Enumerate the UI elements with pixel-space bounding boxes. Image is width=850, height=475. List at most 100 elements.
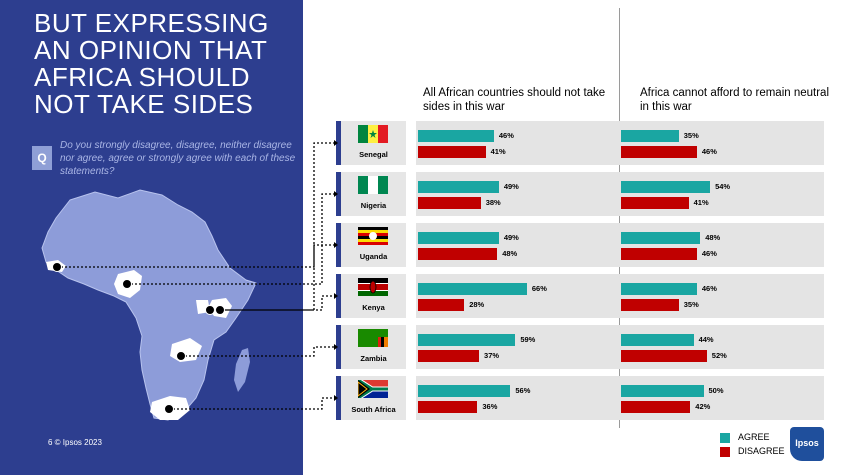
legend-disagree-label: DISAGREE [738,446,785,456]
agree-value-label: 35% [683,131,699,140]
agree-bar [418,232,499,244]
disagree-value-label: 37% [484,351,500,360]
madagascar [234,348,250,392]
agree-value-label: 48% [705,233,721,242]
country-card-uganda: Uganda [336,223,406,267]
country-accent-bar [336,121,341,165]
agree-value-label: 46% [701,284,717,293]
panel-s2-nigeria: 54% 41% [619,172,824,216]
panel-s1-south-africa: 56% 36% [416,376,621,420]
disagree-value-label: 41% [490,147,506,156]
legend-agree-label: AGREE [738,432,770,442]
disagree-value-label: 36% [482,402,498,411]
highlight-uganda [196,300,210,314]
flag-south-africa-icon [356,377,388,401]
country-name: Uganda [359,252,388,261]
panel-s1-zambia: 59% 37% [416,325,621,369]
country-accent-bar [336,172,341,216]
agree-bar [418,181,499,193]
flag-zambia-icon [358,329,388,347]
disagree-value-label: 46% [701,249,717,258]
disagree-bar [418,299,465,311]
disagree-value-label: 41% [693,198,709,207]
country-name: Nigeria [360,201,387,210]
agree-bar [418,283,527,295]
agree-bar [418,130,494,142]
africa-map [41,189,257,421]
disagree-bar [418,350,480,362]
country-card-senegal: Senegal [336,121,406,165]
disagree-value-label: 48% [502,249,518,258]
flag-uganda-icon [358,227,388,245]
left-panel: BUT EXPRESSING AN OPINION THAT AFRICA SH… [0,0,303,475]
disagree-bar [621,299,679,311]
disagree-bar [621,248,697,260]
country-name: Senegal [359,150,388,159]
question-badge: Q [32,146,52,170]
disagree-bar [418,248,498,260]
panel-s2-uganda: 48% 46% [619,223,824,267]
agree-bar [418,385,511,397]
disagree-value-label: 38% [485,198,501,207]
panel-s1-senegal: 46% 41% [416,121,621,165]
agree-bar [418,334,516,346]
flag-senegal-icon [358,125,388,143]
page-title: BUT EXPRESSING AN OPINION THAT AFRICA SH… [34,8,269,119]
legend-agree-swatch [720,433,730,443]
agree-bar [621,232,701,244]
country-card-south-africa: South Africa [336,376,406,420]
disagree-bar [621,197,689,209]
country-card-kenya: Kenya [336,274,406,318]
statement-2-header: Africa cannot afford to remain neutral i… [640,87,830,113]
flag-nigeria-icon [358,176,388,194]
country-name: South Africa [351,405,396,414]
agree-bar [621,130,679,142]
agree-bar [621,385,704,397]
agree-value-label: 44% [698,335,714,344]
disagree-bar [418,401,478,413]
agree-bar [621,283,697,295]
disagree-value-label: 52% [711,351,727,360]
legend-disagree-swatch [720,447,730,457]
disagree-bar [621,401,691,413]
agree-value-label: 50% [708,386,724,395]
flag-kenya-icon [358,278,388,296]
disagree-bar [418,146,486,158]
disagree-bar [621,146,697,158]
ipsos-logo: Ipsos [790,427,824,461]
panel-s2-senegal: 35% 46% [619,121,824,165]
column-divider [619,8,620,428]
footer-page-number: 6 © Ipsos 2023 [48,438,102,447]
panel-s1-uganda: 49% 48% [416,223,621,267]
country-accent-bar [336,223,341,267]
disagree-value-label: 46% [701,147,717,156]
logo-text: Ipsos [795,438,819,448]
country-name: Zambia [360,354,387,363]
disagree-value-label: 42% [695,402,711,411]
disagree-bar [418,197,481,209]
agree-value-label: 49% [503,233,519,242]
country-accent-bar [336,376,341,420]
country-card-nigeria: Nigeria [336,172,406,216]
agree-value-label: 49% [503,182,519,191]
country-card-zambia: Zambia [336,325,406,369]
agree-value-label: 56% [515,386,531,395]
panel-s1-kenya: 66% 28% [416,274,621,318]
agree-bar [621,334,694,346]
panel-s1-nigeria: 49% 38% [416,172,621,216]
agree-value-label: 46% [498,131,514,140]
panel-s2-zambia: 44% 52% [619,325,824,369]
panel-s2-south-africa: 50% 42% [619,376,824,420]
panel-s2-kenya: 46% 35% [619,274,824,318]
country-accent-bar [336,274,341,318]
agree-bar [621,181,711,193]
disagree-bar [621,350,707,362]
agree-value-label: 66% [531,284,547,293]
country-accent-bar [336,325,341,369]
agree-value-label: 54% [715,182,731,191]
disagree-value-label: 35% [683,300,699,309]
agree-value-label: 59% [520,335,536,344]
country-name: Kenya [362,303,385,312]
disagree-value-label: 28% [469,300,485,309]
statement-1-header: All African countries should not take si… [423,87,606,113]
